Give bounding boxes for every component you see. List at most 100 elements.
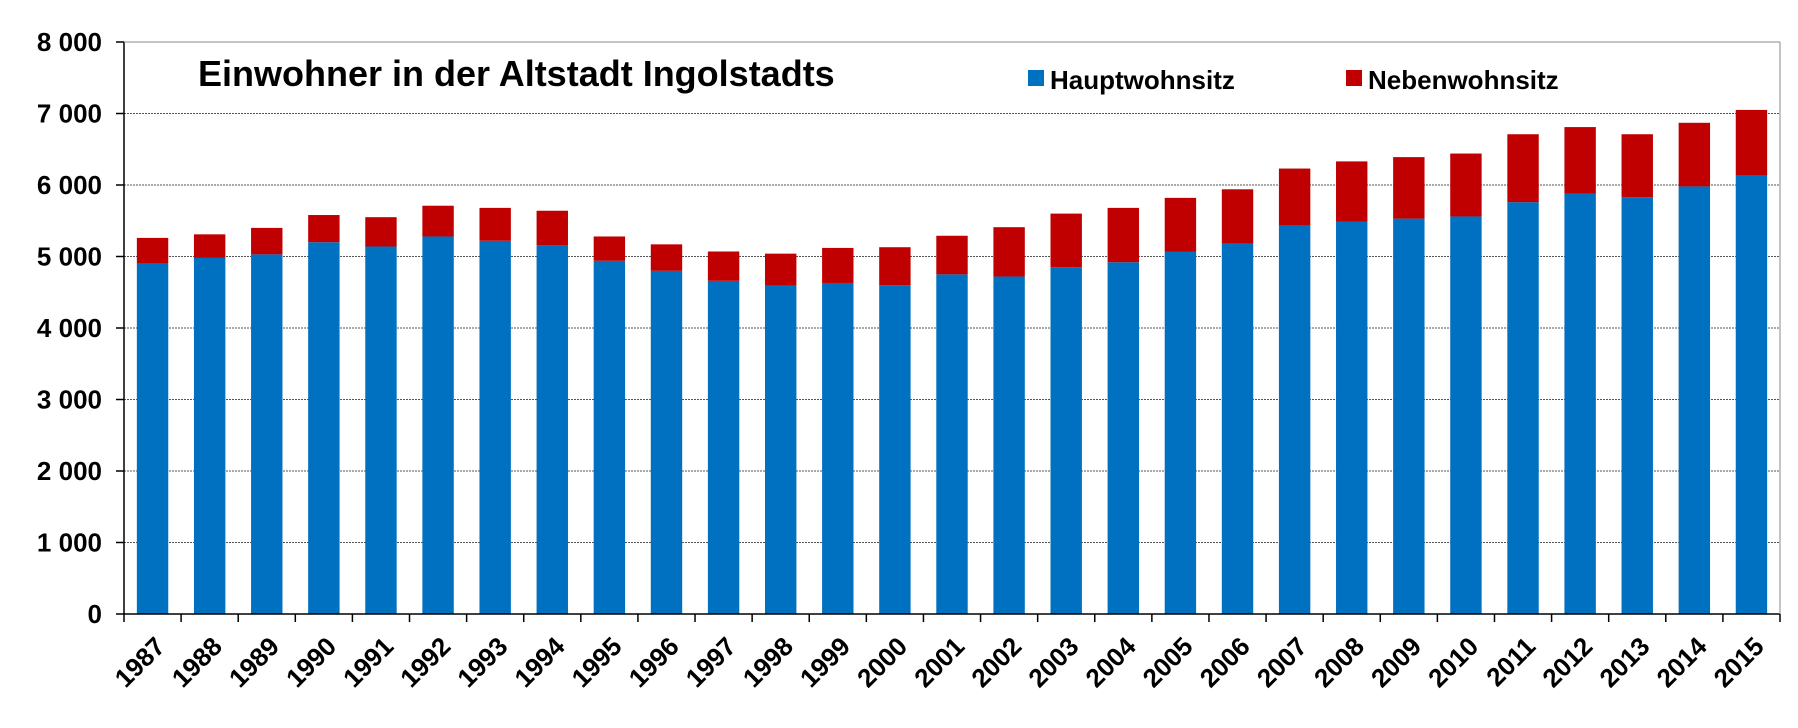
y-tick-label: 0 (88, 599, 102, 629)
x-tick-label: 2009 (1365, 631, 1427, 693)
bar-hauptwohnsitz-1992 (422, 236, 454, 615)
x-tick-label: 2014 (1650, 631, 1712, 693)
bar-nebenwohnsitz-2004 (1107, 207, 1140, 263)
x-tick-label: 2007 (1251, 631, 1313, 693)
y-tick-label: 8 000 (37, 27, 102, 57)
bar-hauptwohnsitz-1991 (365, 246, 397, 615)
x-tick-label: 1998 (737, 631, 799, 693)
bar-nebenwohnsitz-1991 (365, 217, 397, 247)
bar-nebenwohnsitz-1989 (251, 227, 283, 255)
bar-nebenwohnsitz-2006 (1221, 189, 1254, 244)
bar-hauptwohnsitz-2004 (1107, 262, 1140, 614)
bar-nebenwohnsitz-1994 (536, 210, 568, 246)
bar-hauptwohnsitz-1998 (764, 285, 797, 614)
bar-hauptwohnsitz-2012 (1564, 193, 1596, 614)
bar-hauptwohnsitz-2003 (1050, 267, 1082, 614)
bars (136, 109, 1768, 615)
bar-nebenwohnsitz-1990 (308, 215, 340, 243)
chart-title: Einwohner in der Altstadt Ingolstadts (198, 53, 835, 94)
legend-swatch-hauptwohnsitz (1028, 70, 1044, 86)
y-tick-label: 5 000 (37, 242, 102, 272)
x-tick-label: 2006 (1194, 631, 1256, 693)
x-tick-label: 2005 (1137, 631, 1199, 693)
bar-hauptwohnsitz-1995 (593, 260, 626, 614)
bar-hauptwohnsitz-1988 (193, 257, 226, 614)
bar-nebenwohnsitz-2000 (879, 247, 911, 286)
bar-nebenwohnsitz-2002 (993, 227, 1025, 277)
bar-hauptwohnsitz-2011 (1507, 202, 1539, 614)
legend-label-nebenwohnsitz: Nebenwohnsitz (1368, 65, 1559, 95)
x-tick-label: 1989 (223, 631, 285, 693)
bar-nebenwohnsitz-2009 (1393, 157, 1425, 219)
bar-hauptwohnsitz-2001 (936, 274, 968, 614)
y-tick-label: 2 000 (37, 456, 102, 486)
bar-nebenwohnsitz-2014 (1678, 122, 1711, 187)
x-tick-label: 2013 (1593, 631, 1655, 693)
bar-nebenwohnsitz-2013 (1621, 134, 1653, 198)
bar-nebenwohnsitz-2007 (1278, 168, 1311, 226)
x-tick-label: 2012 (1536, 631, 1598, 693)
x-tick-label: 1988 (166, 631, 228, 693)
bar-hauptwohnsitz-1993 (479, 240, 511, 614)
bar-nebenwohnsitz-1987 (136, 237, 169, 264)
bar-nebenwohnsitz-1993 (479, 207, 511, 241)
x-tick-label: 1996 (623, 631, 685, 693)
bar-nebenwohnsitz-2011 (1507, 134, 1539, 203)
bar-hauptwohnsitz-2010 (1450, 216, 1482, 614)
bar-hauptwohnsitz-1987 (136, 263, 169, 614)
bar-hauptwohnsitz-1999 (822, 282, 854, 614)
bar-hauptwohnsitz-1996 (650, 270, 683, 614)
x-tick-labels: 1987198819891990199119921993199419951996… (109, 631, 1770, 693)
y-tick-labels: 0 1 000 2 000 3 000 4 000 5 000 6 000 7 000 8 00… (37, 27, 102, 629)
bar-nebenwohnsitz-1995 (593, 236, 626, 261)
legend-label-hauptwohnsitz: Hauptwohnsitz (1050, 65, 1235, 95)
bar-hauptwohnsitz-2008 (1336, 221, 1368, 614)
x-tick-label: 1992 (394, 631, 456, 693)
x-tick-label: 1997 (680, 631, 742, 693)
bar-hauptwohnsitz-2014 (1678, 186, 1711, 614)
bar-nebenwohnsitz-1997 (707, 251, 740, 281)
bar-hauptwohnsitz-2005 (1164, 251, 1197, 614)
x-tick-label: 2011 (1480, 631, 1541, 692)
bar-hauptwohnsitz-2006 (1221, 243, 1254, 614)
bar-hauptwohnsitz-2013 (1621, 197, 1653, 614)
x-tick-label: 1991 (337, 631, 399, 693)
bar-nebenwohnsitz-1996 (650, 244, 683, 271)
x-tick-label: 2001 (908, 631, 970, 693)
bar-hauptwohnsitz-2007 (1278, 225, 1311, 614)
bar-hauptwohnsitz-2002 (993, 276, 1025, 614)
y-tick-label: 1 000 (37, 528, 102, 558)
x-tick-label: 2003 (1022, 631, 1084, 693)
x-tick-label: 1994 (508, 631, 570, 693)
y-tick-label: 7 000 (37, 99, 102, 129)
x-tick-label: 2008 (1308, 631, 1370, 693)
bar-nebenwohnsitz-2012 (1564, 127, 1596, 194)
bar-nebenwohnsitz-2010 (1450, 153, 1482, 217)
x-tick-label: 1993 (451, 631, 513, 693)
bar-nebenwohnsitz-1998 (764, 253, 797, 286)
legend-swatch-nebenwohnsitz (1346, 70, 1362, 86)
bar-hauptwohnsitz-1989 (251, 254, 283, 615)
x-tick-label: 2002 (965, 631, 1027, 693)
x-tick-label: 2004 (1079, 631, 1141, 693)
bar-hauptwohnsitz-1990 (308, 242, 340, 614)
axes (123, 41, 1781, 622)
x-tick-label: 1990 (280, 631, 342, 693)
bar-nebenwohnsitz-1988 (193, 234, 226, 258)
x-tick-label: 1999 (794, 631, 856, 693)
x-tick-label: 2015 (1708, 631, 1770, 693)
x-tick-label: 1987 (109, 631, 171, 693)
y-tick-label: 4 000 (37, 313, 102, 343)
legend: Hauptwohnsitz Nebenwohnsitz (1028, 65, 1559, 95)
x-tick-label: 2010 (1422, 631, 1484, 693)
y-tick-label: 6 000 (37, 170, 102, 200)
bar-nebenwohnsitz-2008 (1336, 161, 1368, 222)
bar-nebenwohnsitz-2015 (1735, 109, 1768, 176)
bar-hauptwohnsitz-2015 (1735, 175, 1768, 614)
bar-nebenwohnsitz-2005 (1164, 197, 1197, 252)
bar-hauptwohnsitz-2000 (879, 285, 911, 614)
bar-hauptwohnsitz-1997 (707, 280, 740, 614)
bar-nebenwohnsitz-2001 (936, 235, 968, 275)
